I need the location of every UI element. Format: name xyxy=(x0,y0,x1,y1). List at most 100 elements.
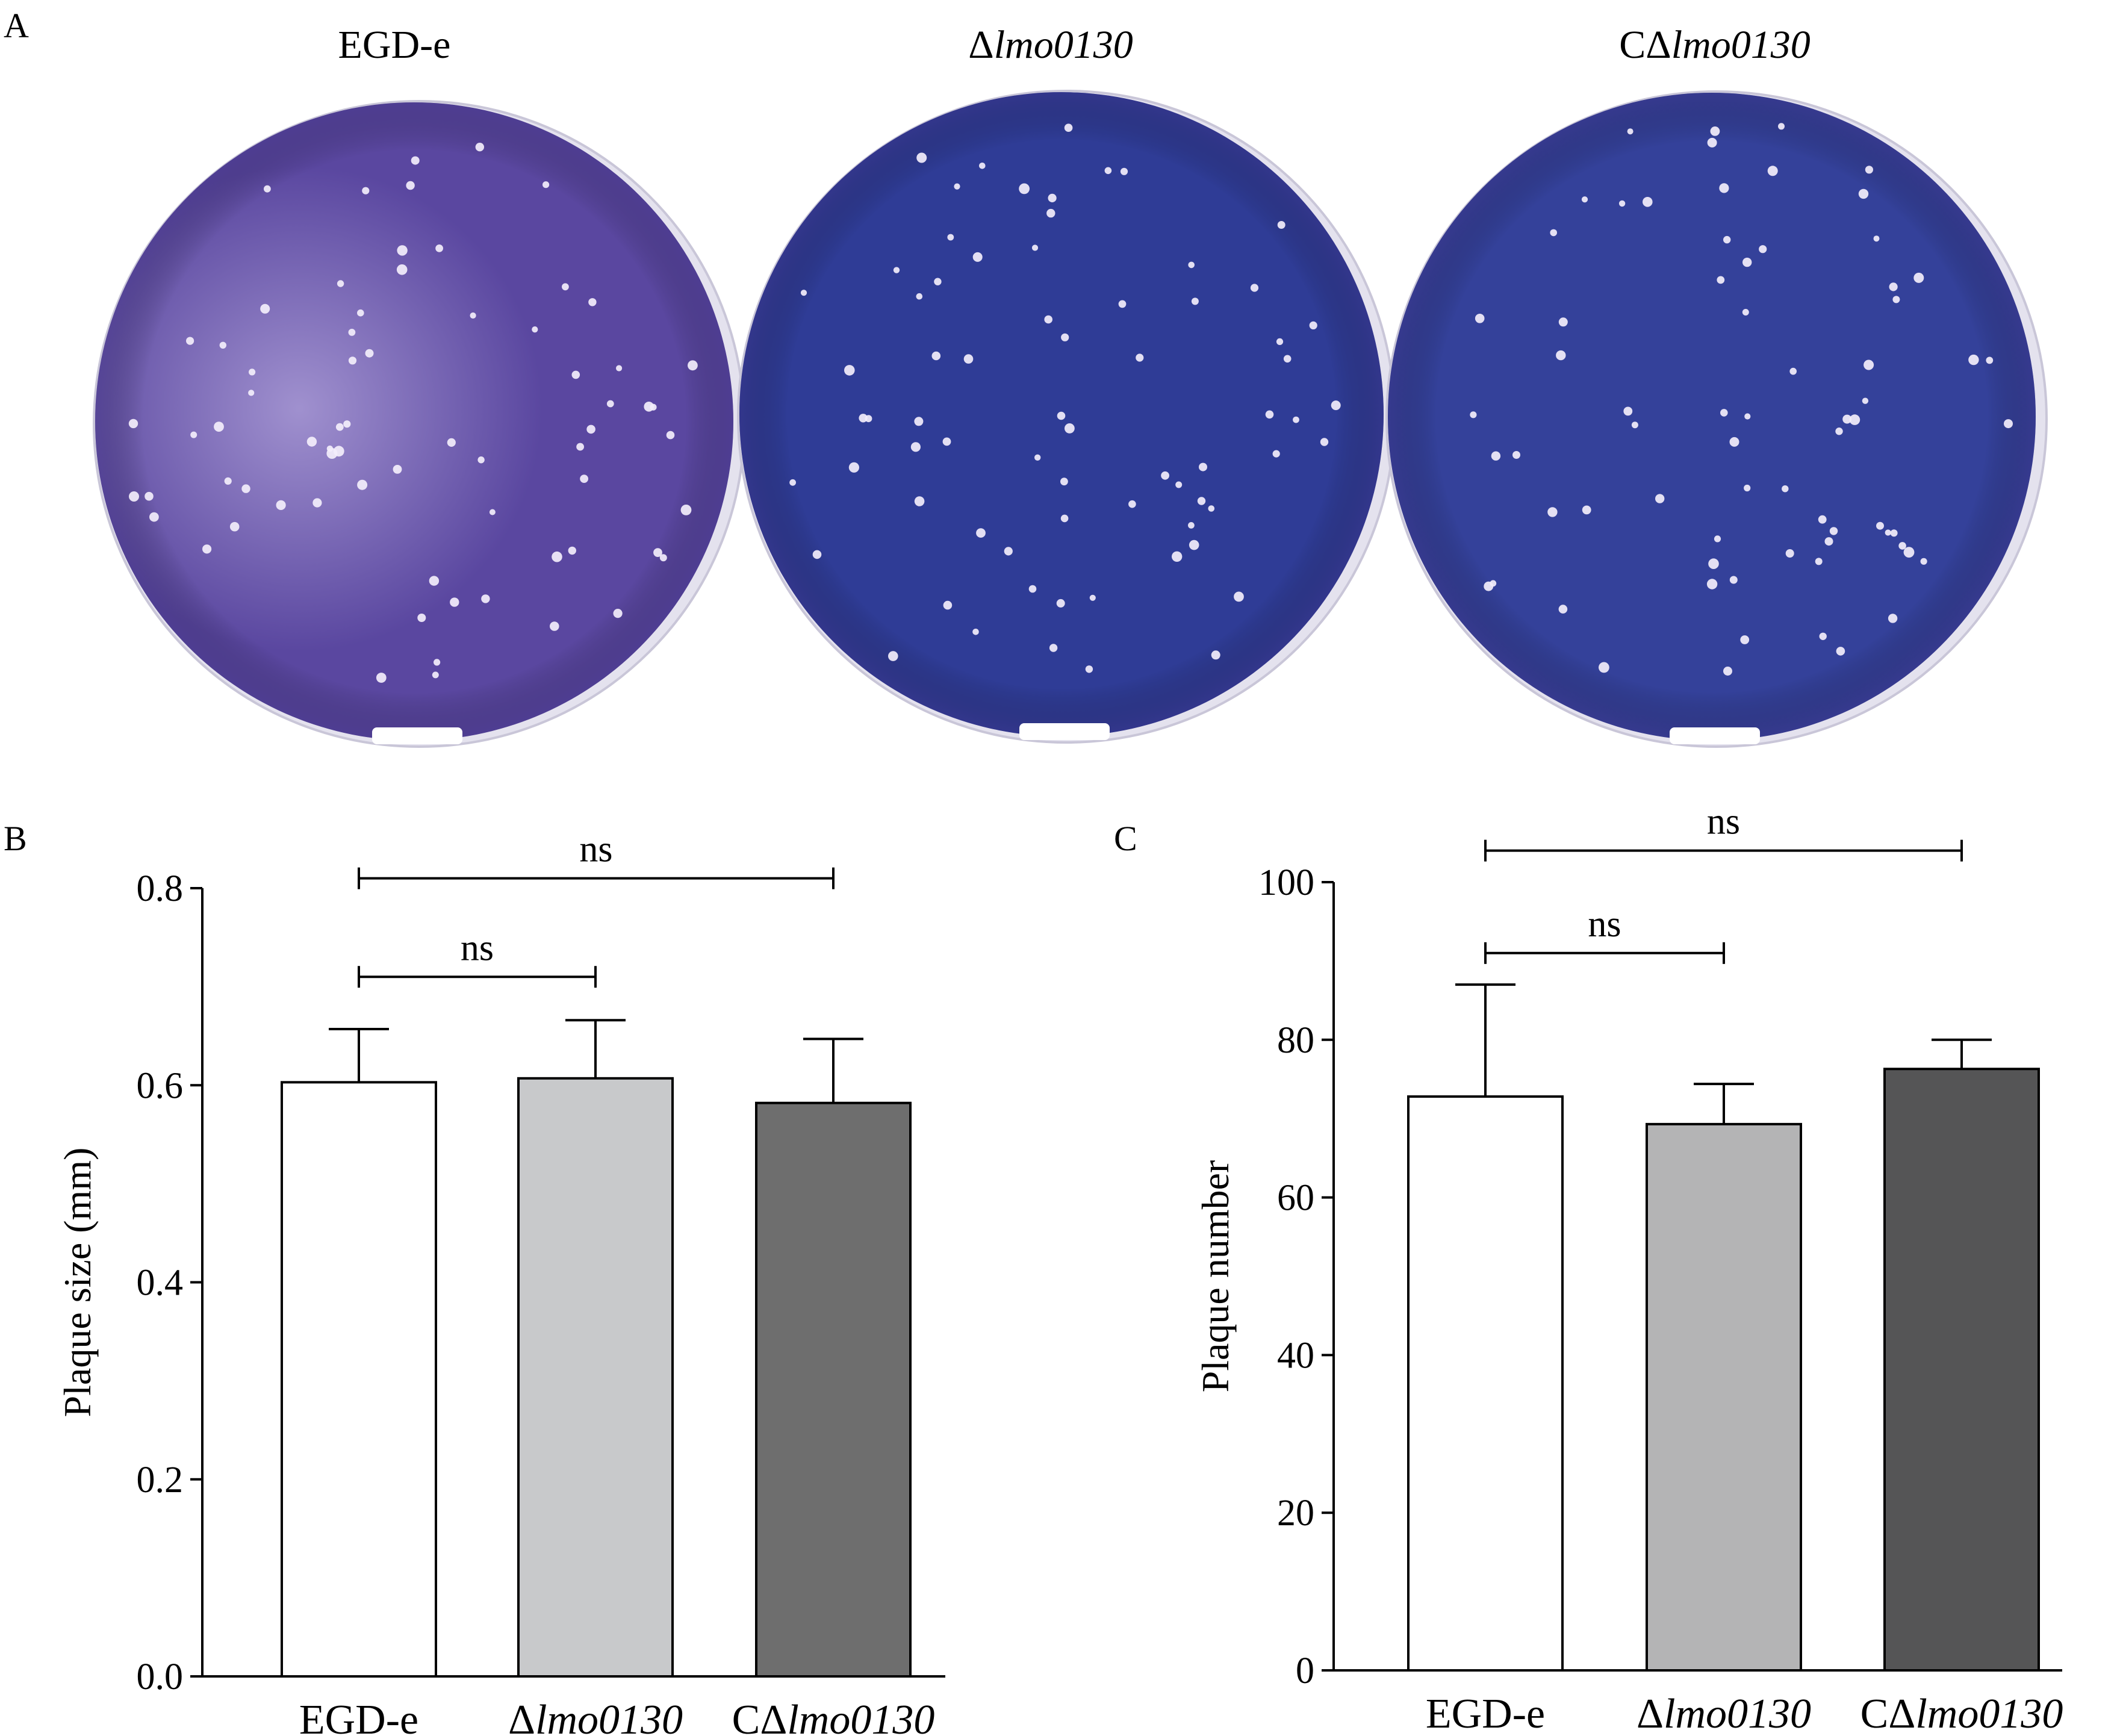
plaque xyxy=(1723,667,1732,676)
plaque xyxy=(580,474,588,483)
plaque xyxy=(1789,367,1797,375)
plaque xyxy=(333,446,344,457)
plaque xyxy=(653,548,662,557)
plaque xyxy=(859,414,868,423)
chart-c: 0 20 40 60 80 100 Plaque number EGD-e Δlmo0130 CΔ… xyxy=(1194,801,2063,1736)
plaque xyxy=(1835,428,1843,435)
plaque xyxy=(435,244,443,252)
plate-edge-shade-1 xyxy=(95,102,733,741)
plaque xyxy=(1742,257,1752,267)
significance-label: ns xyxy=(1588,904,1621,945)
plaque xyxy=(1277,221,1285,229)
plaque xyxy=(914,496,925,506)
bar xyxy=(755,1101,912,1678)
chart-b: 0.0 0.2 0.4 0.6 0.8 Plaque size (mm) EGD-e Δlmo… xyxy=(56,829,945,1736)
plaque xyxy=(429,576,440,586)
x-tick-label: EGD-e xyxy=(299,1697,418,1736)
plaque xyxy=(910,442,921,452)
plaque xyxy=(343,420,351,428)
plaque xyxy=(888,651,898,661)
petri-plates: EGD-e Δlmo0130 CΔlmo0130 xyxy=(93,23,2048,748)
plaque xyxy=(1199,462,1207,471)
plaque xyxy=(1475,314,1485,323)
plaque xyxy=(1836,647,1845,656)
plaque xyxy=(477,456,485,464)
plaque xyxy=(1719,183,1729,193)
plaque xyxy=(1320,438,1329,446)
plaque xyxy=(376,673,387,683)
plaque xyxy=(1742,309,1749,316)
plaque xyxy=(357,309,364,317)
y-tick-label: 0.8 xyxy=(137,868,184,909)
plaque xyxy=(129,491,139,502)
plaque xyxy=(1581,196,1588,203)
plaque xyxy=(613,609,623,618)
plaque xyxy=(411,156,420,165)
plaque xyxy=(963,354,974,364)
plaque xyxy=(1331,400,1341,411)
plaque xyxy=(812,550,822,559)
plaque xyxy=(128,418,138,429)
plaque xyxy=(1470,411,1477,418)
plaque xyxy=(145,491,154,501)
plaque xyxy=(1717,276,1725,284)
plaque xyxy=(241,484,250,493)
plaque xyxy=(1064,123,1073,132)
plaque xyxy=(979,163,986,169)
y-tick-label: 80 xyxy=(1277,1020,1314,1061)
plate-edge-shade-3 xyxy=(1388,93,2036,741)
plaque xyxy=(568,546,576,555)
plaque xyxy=(1118,300,1127,308)
plaque xyxy=(916,152,927,163)
plaque xyxy=(1558,317,1568,327)
plaque xyxy=(432,671,439,679)
plate-label-mark-1 xyxy=(372,727,462,744)
significance-label: ns xyxy=(579,829,612,870)
plaque xyxy=(616,365,623,372)
plaque xyxy=(1136,353,1144,362)
plaque xyxy=(1044,315,1052,324)
plaque xyxy=(1191,297,1199,305)
plaque xyxy=(1744,413,1751,420)
plaque xyxy=(1643,197,1653,207)
plaque xyxy=(976,528,986,538)
plaque xyxy=(1892,296,1900,303)
plaque xyxy=(1188,261,1195,269)
plaque xyxy=(1778,123,1785,130)
y-tick-label: 0.6 xyxy=(137,1065,184,1106)
plaque xyxy=(942,437,951,446)
plaque xyxy=(848,462,859,473)
plaque xyxy=(586,425,595,434)
plaque xyxy=(1655,494,1665,503)
plate-label-mark-3 xyxy=(1670,727,1760,744)
x-tick-label: Δlmo0130 xyxy=(1637,1691,1811,1736)
plaque xyxy=(552,551,562,562)
plaque xyxy=(1710,126,1720,136)
plaque xyxy=(1599,662,1609,673)
plaque xyxy=(1876,521,1884,530)
plaque xyxy=(1862,397,1869,404)
plaque xyxy=(434,659,441,666)
plaque xyxy=(1208,505,1215,512)
plaque xyxy=(1706,579,1718,590)
y-tick-label: 100 xyxy=(1258,862,1314,903)
plaque xyxy=(1785,549,1794,558)
plaque xyxy=(789,479,796,486)
plaque xyxy=(1888,614,1898,623)
plaque xyxy=(1004,547,1013,556)
plaque xyxy=(1309,321,1317,330)
plaque xyxy=(972,252,983,262)
panel-letter-a: A xyxy=(4,6,29,45)
panel-letter-b: B xyxy=(4,819,27,858)
x-tick-label: Δlmo0130 xyxy=(508,1697,683,1736)
x-tick-label: CΔlmo0130 xyxy=(732,1697,935,1736)
plaque xyxy=(1858,188,1869,199)
plaque xyxy=(1028,585,1037,593)
bar xyxy=(1407,1095,1564,1672)
plaque xyxy=(1707,137,1717,148)
plaque xyxy=(688,360,698,371)
plaque xyxy=(1048,193,1057,202)
plaque xyxy=(1729,437,1739,447)
plaque xyxy=(1582,505,1591,515)
plaque xyxy=(606,400,614,408)
